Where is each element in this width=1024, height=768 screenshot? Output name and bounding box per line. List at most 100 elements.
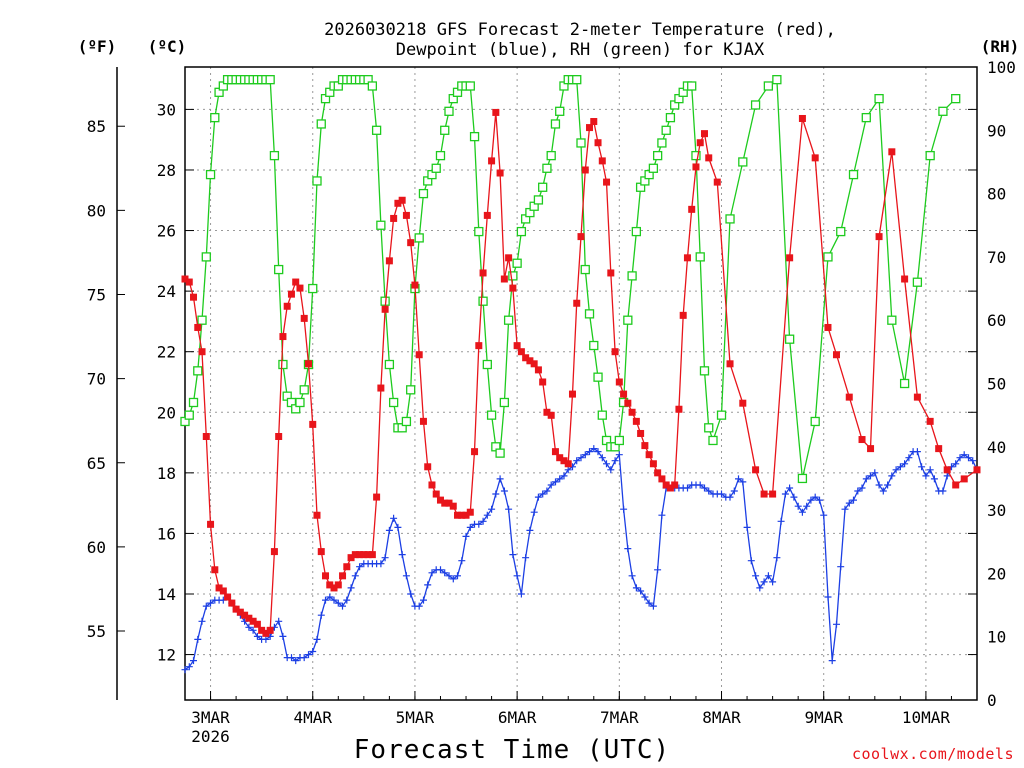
temperature-point xyxy=(228,599,236,607)
dewpoint-point xyxy=(339,602,346,610)
fahrenheit-tick-label: 85 xyxy=(87,117,106,136)
rh-point xyxy=(482,359,492,370)
dewpoint-point xyxy=(351,572,359,580)
dewpoint-point xyxy=(858,484,866,492)
temperature-point xyxy=(275,433,283,441)
temperature-point xyxy=(539,378,547,386)
dewpoint-point xyxy=(739,478,747,486)
fahrenheit-tick-label: 55 xyxy=(87,622,106,641)
temperature-point xyxy=(326,581,334,589)
dewpoint-point xyxy=(334,599,342,607)
temperature-point xyxy=(219,587,227,595)
temperature-point xyxy=(454,511,462,519)
dewpoint-point xyxy=(620,505,628,513)
dewpoint-point xyxy=(313,635,321,643)
rh-point xyxy=(193,366,203,376)
temperature-point xyxy=(377,384,385,392)
dewpoint-point xyxy=(943,472,951,480)
temperature-point xyxy=(287,290,295,298)
rh-series xyxy=(180,75,961,484)
celsius-tick-label: 14 xyxy=(157,585,176,604)
x-tick-year-label: 2026 xyxy=(191,727,230,746)
temperature-point xyxy=(952,481,960,489)
temperature-point xyxy=(581,166,589,174)
dewpoint-point xyxy=(449,575,457,583)
temperature-point xyxy=(666,484,674,492)
dewpoint-point xyxy=(552,478,559,486)
x-tick-label: 9MAR xyxy=(804,708,843,727)
dewpoint-point xyxy=(841,505,849,513)
temperature-point xyxy=(322,572,330,580)
chart-title-line2: Dewpoint (blue), RH (green) for KJAX xyxy=(396,40,765,60)
temperature-point xyxy=(466,508,474,516)
dewpoint-point xyxy=(828,657,836,665)
temperature-point xyxy=(364,551,372,559)
dewpoint-point xyxy=(509,551,517,559)
dewpoint-point xyxy=(530,508,538,516)
temperature-point xyxy=(347,554,355,562)
celsius-tick-label: 30 xyxy=(157,100,176,119)
rh-tick-label: 50 xyxy=(987,375,1006,394)
rh-point xyxy=(848,169,859,180)
fahrenheit-unit-label: (ºF) xyxy=(78,37,117,56)
dewpoint-point xyxy=(922,472,930,480)
dewpoint-point xyxy=(701,484,708,492)
rh-point xyxy=(431,163,441,173)
dewpoint-point xyxy=(926,466,934,474)
rh-point xyxy=(210,112,220,123)
temperature-point xyxy=(194,323,202,331)
dewpoint-point xyxy=(896,463,904,471)
dewpoint-point xyxy=(398,551,406,559)
dewpoint-point xyxy=(952,460,960,468)
rh-point xyxy=(899,378,910,389)
celsius-tick-label: 12 xyxy=(157,646,176,665)
rh-point xyxy=(205,169,216,180)
rh-point xyxy=(699,366,710,376)
dewpoint-point xyxy=(773,554,781,562)
rh-point xyxy=(512,258,522,268)
temperature-point xyxy=(517,348,525,356)
temperature-point xyxy=(236,608,244,616)
credit-link[interactable]: coolwx.com/models xyxy=(852,745,1014,763)
temperature-point xyxy=(632,417,640,425)
temperature-point xyxy=(436,496,444,504)
dewpoint-point xyxy=(420,596,427,604)
temperature-point xyxy=(858,436,866,444)
dewpoint-point xyxy=(402,572,410,580)
rh-point xyxy=(797,473,808,484)
fahrenheit-tick-label: 75 xyxy=(87,285,106,304)
dewpoint-point xyxy=(441,569,449,577)
dewpoint-point xyxy=(517,590,525,598)
temperature-point xyxy=(675,405,683,413)
dewpoint-point xyxy=(615,451,623,459)
dewpoint-point xyxy=(539,490,547,498)
rh-point xyxy=(874,94,884,104)
rh-point xyxy=(274,264,284,275)
temperature-point xyxy=(479,269,487,277)
rh-point xyxy=(716,410,727,420)
rh-point xyxy=(695,252,705,262)
dewpoint-point xyxy=(488,505,496,513)
dewpoint-point xyxy=(496,475,504,483)
rh-point xyxy=(384,359,395,370)
rh-point xyxy=(572,75,582,85)
dewpoint-point xyxy=(547,481,555,489)
celsius-tick-label: 22 xyxy=(157,343,176,362)
dewpoint-point xyxy=(407,590,415,598)
rh-point xyxy=(687,81,697,91)
x-axis-label: Forecast Time (UTC) xyxy=(354,735,670,765)
rh-point xyxy=(584,309,595,319)
dewpoint-point xyxy=(781,490,789,498)
dewpoint-point xyxy=(181,666,189,674)
rh-point xyxy=(631,226,642,237)
temperature-point xyxy=(713,178,721,186)
dewpoint-point xyxy=(769,578,777,586)
rh-tick-label: 70 xyxy=(987,248,1006,267)
temperature-point xyxy=(594,139,602,147)
rh-point xyxy=(738,157,748,167)
celsius-tick-label: 16 xyxy=(157,524,176,543)
temperature-point xyxy=(752,466,760,474)
rh-point xyxy=(201,252,211,262)
